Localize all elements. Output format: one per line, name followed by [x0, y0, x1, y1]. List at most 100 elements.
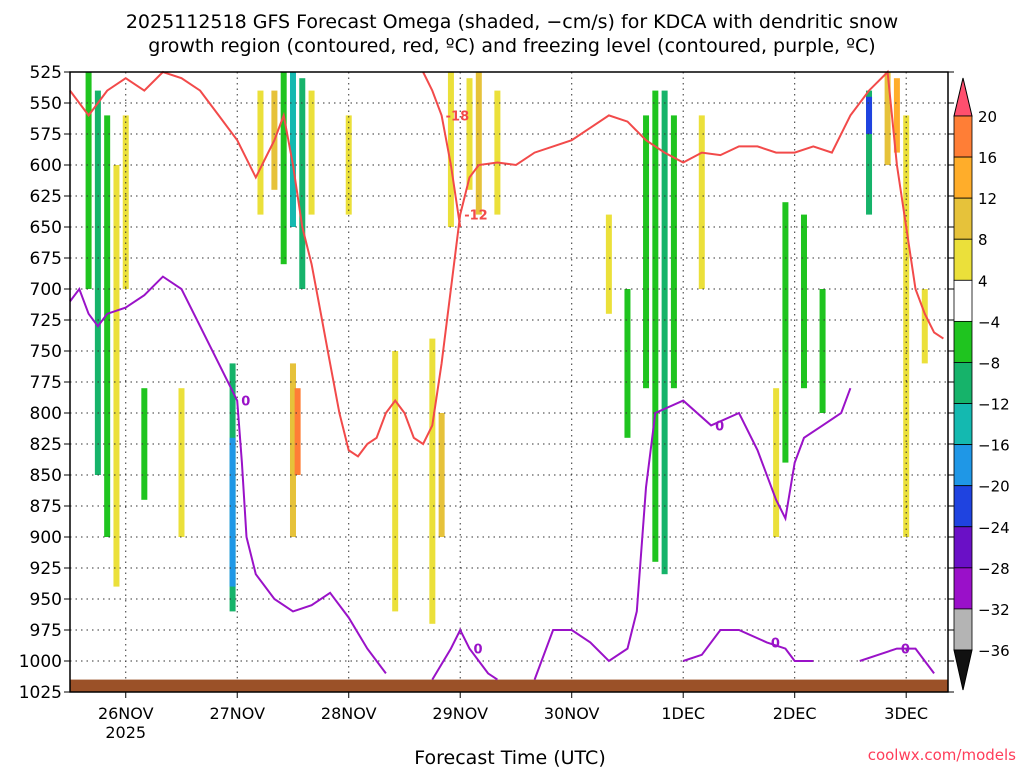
colorbar-label: 20: [978, 108, 997, 126]
y-tick-label: 750: [30, 342, 62, 362]
y-tick-label: 950: [30, 590, 62, 610]
y-tick-label: 575: [30, 125, 62, 145]
colorbar-segment: [953, 279, 973, 322]
omega-cell: [392, 351, 399, 612]
colorbar-label: −12: [978, 396, 1010, 414]
omega-cell: [294, 388, 301, 475]
y-tick-label: 600: [30, 156, 62, 176]
y-tick-label: 900: [30, 528, 62, 548]
freezing-contour-label: 0: [901, 643, 910, 658]
colorbar-label: −36: [978, 642, 1010, 660]
dgz-contour-label: -18: [446, 109, 470, 124]
omega-cell: [229, 437, 236, 587]
omega-cell: [85, 72, 92, 289]
omega-cell: [178, 388, 185, 537]
omega-cell: [624, 289, 631, 438]
colorbar-label: 16: [978, 149, 997, 167]
colorbar-segment: [953, 115, 973, 158]
colorbar-segment: [953, 320, 973, 363]
omega-cell: [466, 78, 473, 190]
y-tick-label: 1025: [19, 683, 62, 703]
colorbar-segment: [953, 156, 973, 199]
y-tick-label: 675: [30, 249, 62, 269]
x-tick-label: 29NOV: [432, 704, 488, 723]
y-tick-label: 800: [30, 404, 62, 424]
y-tick-label: 650: [30, 218, 62, 238]
x-year-label: 2025: [105, 723, 146, 742]
colorbar-segment: [953, 362, 973, 404]
y-tick-label: 625: [30, 187, 62, 207]
omega-cell: [447, 72, 454, 227]
colorbar-label: −4: [978, 313, 1000, 331]
colorbar-top-arrow: [953, 77, 973, 117]
dgz-contour: [422, 71, 462, 228]
omega-cell: [652, 90, 659, 562]
colorbar-segment: [953, 444, 973, 487]
omega-cell: [122, 115, 129, 290]
omega-cell: [113, 165, 120, 587]
y-tick-label: 525: [30, 63, 62, 83]
colorbar-segment: [953, 197, 973, 240]
x-tick-label: 2DEC: [773, 704, 817, 723]
colorbar-segment: [953, 238, 973, 281]
dgz-contour-label: -12: [464, 209, 488, 224]
omega-cell: [438, 413, 445, 537]
y-tick-label: 700: [30, 280, 62, 300]
omega-cell: [819, 289, 826, 413]
chart-title-line1: 2025112518 GFS Forecast Omega (shaded, −…: [126, 11, 898, 33]
colorbar-label: −32: [978, 601, 1010, 619]
omega-cell: [289, 363, 296, 537]
freezing-contour: [682, 629, 814, 662]
omega-cell: [643, 115, 650, 389]
freezing-contour-label: 0: [241, 395, 250, 410]
y-tick-label: 975: [30, 621, 62, 641]
x-tick-label: 1DEC: [661, 704, 705, 723]
y-tick-label: 850: [30, 466, 62, 486]
omega-cell: [104, 115, 111, 538]
x-axis-label: Forecast Time (UTC): [414, 747, 605, 768]
omega-cell: [94, 90, 101, 475]
y-tick-label: 725: [30, 311, 62, 331]
omega-cell: [345, 115, 352, 215]
colorbar-label: 4: [978, 272, 988, 290]
colorbar-segment: [953, 608, 973, 651]
omega-cell: [773, 388, 780, 537]
colorbar-label: −16: [978, 437, 1010, 455]
y-tick-label: 825: [30, 435, 62, 455]
omega-cell: [670, 115, 677, 389]
omega-cell: [921, 289, 928, 364]
x-tick-label: 27NOV: [209, 704, 265, 723]
omega-cell: [661, 90, 668, 575]
omega-cell: [884, 72, 891, 165]
colorbar-label: −20: [978, 478, 1010, 496]
colorbar-label: 8: [978, 231, 988, 249]
colorbar-label: 12: [978, 190, 997, 208]
freezing-contour: [859, 647, 935, 674]
omega-cell: [698, 115, 705, 290]
omega-cell: [299, 78, 306, 289]
y-tick-label: 550: [30, 94, 62, 114]
terrain-band: [70, 679, 948, 692]
freezing-contour-label: 0: [771, 636, 780, 651]
y-tick-label: 1000: [19, 652, 62, 672]
y-tick-label: 775: [30, 373, 62, 393]
omega-cell: [782, 202, 789, 463]
freezing-contour: [69, 275, 387, 674]
omega-cell: [866, 96, 873, 134]
colorbar-segment: [953, 403, 973, 446]
chart-title-line2: growth region (contoured, red, ºC) and f…: [148, 35, 875, 57]
omega-cell: [800, 214, 807, 389]
omega-cell: [494, 90, 501, 215]
colorbar-segment: [953, 526, 973, 569]
colorbar-label: −24: [978, 519, 1010, 537]
omega-cell: [280, 72, 287, 265]
colorbar-segment: [953, 485, 973, 528]
colorbar-label: −8: [978, 354, 1000, 372]
freezing-contour: [533, 387, 852, 680]
colorbar-label: −28: [978, 560, 1010, 578]
omega-cell: [257, 90, 264, 215]
x-tick-label: 28NOV: [321, 704, 377, 723]
freezing-contour-label: 0: [474, 643, 483, 658]
x-tick-label: 30NOV: [544, 704, 600, 723]
